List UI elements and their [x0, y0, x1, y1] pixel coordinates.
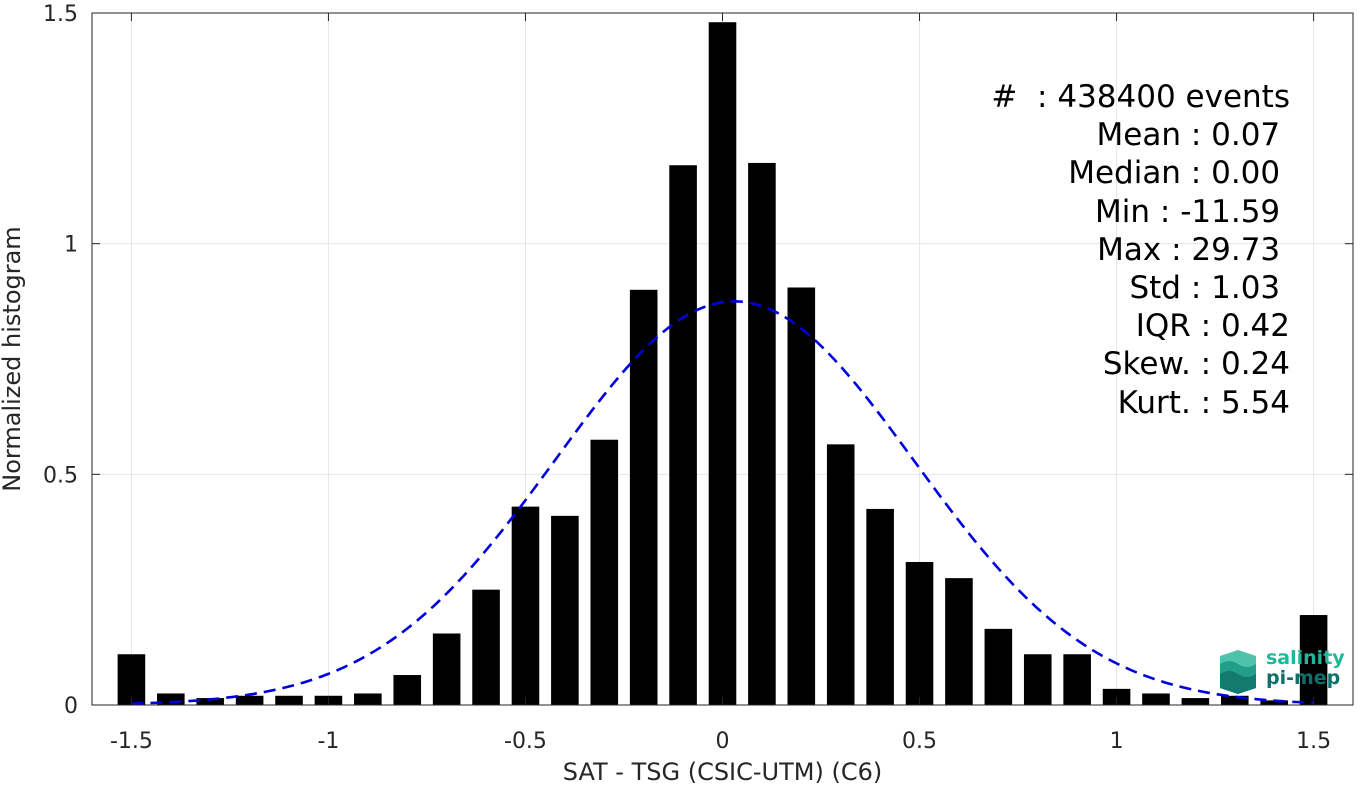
histogram-bar: [669, 165, 697, 706]
histogram-bar: [117, 654, 146, 705]
y-tick-label: 1.5: [43, 2, 78, 27]
histogram-bar: [866, 508, 894, 705]
stat-events: # : 438400 events: [991, 79, 1290, 115]
histogram-bar: [472, 589, 500, 705]
logo-wave-icon: [1220, 650, 1256, 694]
histogram-bar: [629, 289, 658, 705]
stat-iqr: IQR : 0.42: [1135, 308, 1290, 345]
x-axis-label: SAT - TSG (CSIC-UTM) (C6): [563, 758, 882, 785]
histogram-bar: [1063, 654, 1091, 705]
stat-std: Std : 1.03: [1129, 269, 1290, 306]
histogram-bar: [590, 439, 619, 705]
x-tick-label: -0.5: [504, 729, 547, 754]
salinity-pimep-logo: salinity pi-mep: [1216, 646, 1346, 696]
histogram-bar: [1023, 654, 1052, 705]
stat-kurt: Kurt. : 5.54: [1117, 384, 1290, 421]
histogram-bar: [708, 22, 737, 705]
logo-text-pimep: pi-mep: [1266, 667, 1341, 689]
histogram-bar: [196, 698, 225, 705]
histogram-bar: [551, 515, 579, 705]
axis-ticks: -1.5 -1 -0.5 0 0.5 1 1.5 0 0.5 1 1.5: [43, 2, 1353, 754]
stat-mean: Mean : 0.07: [1096, 117, 1290, 154]
logo-text-salinity: salinity: [1266, 647, 1345, 669]
histogram-bar: [984, 628, 1013, 705]
histogram-bar: [157, 693, 185, 705]
histogram-bar: [511, 506, 540, 705]
stat-skew: Skew. : 0.24: [1102, 346, 1290, 383]
y-tick-label: 0.5: [43, 463, 78, 488]
histogram-bar: [748, 162, 776, 705]
histogram-bar: [1299, 615, 1328, 705]
histogram-bar: [393, 675, 422, 705]
x-tick-label: 0: [716, 729, 730, 754]
histogram-bar: [1181, 698, 1210, 705]
x-tick-label: -1.5: [110, 729, 153, 754]
histogram-bar: [1142, 693, 1170, 705]
histogram-bar: [945, 578, 973, 705]
histogram-bar: [787, 287, 816, 705]
histogram-bar: [235, 695, 264, 705]
histogram-bar: [1220, 695, 1249, 705]
x-tick-label: 0.5: [902, 729, 937, 754]
histogram-bar: [1260, 700, 1288, 705]
histogram-bar: [826, 444, 855, 705]
stat-median: Median : 0.00: [1068, 155, 1290, 192]
histogram-bar: [354, 693, 382, 705]
y-axis-label: Normalized histogram: [0, 226, 26, 491]
stat-min: Min : -11.59: [1095, 193, 1290, 230]
histogram-bar: [1102, 688, 1131, 705]
histogram-bar: [905, 561, 934, 705]
statistics-box: # : 438400 events Mean : 0.07 Median : 0…: [960, 78, 1290, 422]
y-tick-label: 1: [64, 233, 78, 258]
histogram-bars: [117, 22, 1328, 706]
x-tick-label: 1.5: [1296, 729, 1331, 754]
gaussian-fit-curve: [131, 300, 1314, 705]
histogram-bar: [275, 695, 303, 705]
stat-max: Max : 29.73: [1097, 231, 1290, 268]
histogram-bar: [432, 633, 461, 705]
y-tick-label: 0: [64, 694, 78, 719]
x-tick-label: 1: [1110, 729, 1124, 754]
x-tick-label: -1: [317, 729, 339, 754]
